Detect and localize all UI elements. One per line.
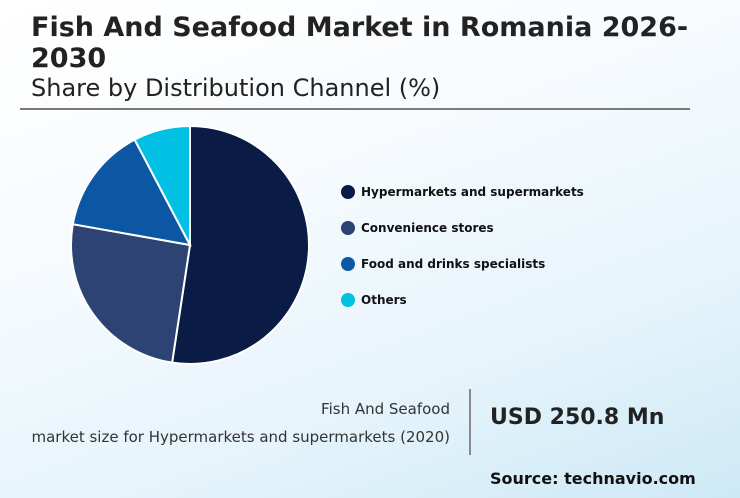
stat-label-line1: Fish And Seafood [321,400,450,418]
legend-item-others: Others [341,282,584,318]
market-size-value: USD 250.8 Mn [490,405,665,430]
legend-dot-icon [341,257,355,271]
legend-item-convenience-stores: Convenience stores [341,210,584,246]
pie-chart [70,125,310,365]
legend-label: Hypermarkets and supermarkets [361,185,584,199]
legend-dot-icon [341,185,355,199]
stat-divider [469,389,471,455]
legend-dot-icon [341,221,355,235]
pie-slice-others [133,125,191,246]
title-divider [20,108,690,110]
legend-label: Others [361,293,407,307]
pie-slice-convenience-stores [70,223,192,364]
source-text: Source: technavio.com [490,469,696,488]
legend-dot-icon [341,293,355,307]
legend-item-food-drinks-specialists: Food and drinks specialists [341,246,584,282]
legend: Hypermarkets and supermarkets Convenienc… [341,174,584,318]
legend-item-hypermarkets: Hypermarkets and supermarkets [341,174,584,210]
legend-label: Food and drinks specialists [361,257,546,271]
pie-slice-food-and-drinks-specialists [71,138,192,247]
chart-title: Fish And Seafood Market in Romania 2026-… [31,12,689,74]
pie-slice-hypermarkets-and-supermarkets [170,125,310,365]
legend-label: Convenience stores [361,221,494,235]
stat-label-line2: market size for Hypermarkets and superma… [31,428,450,446]
chart-subtitle: Share by Distribution Channel (%) [31,74,441,102]
